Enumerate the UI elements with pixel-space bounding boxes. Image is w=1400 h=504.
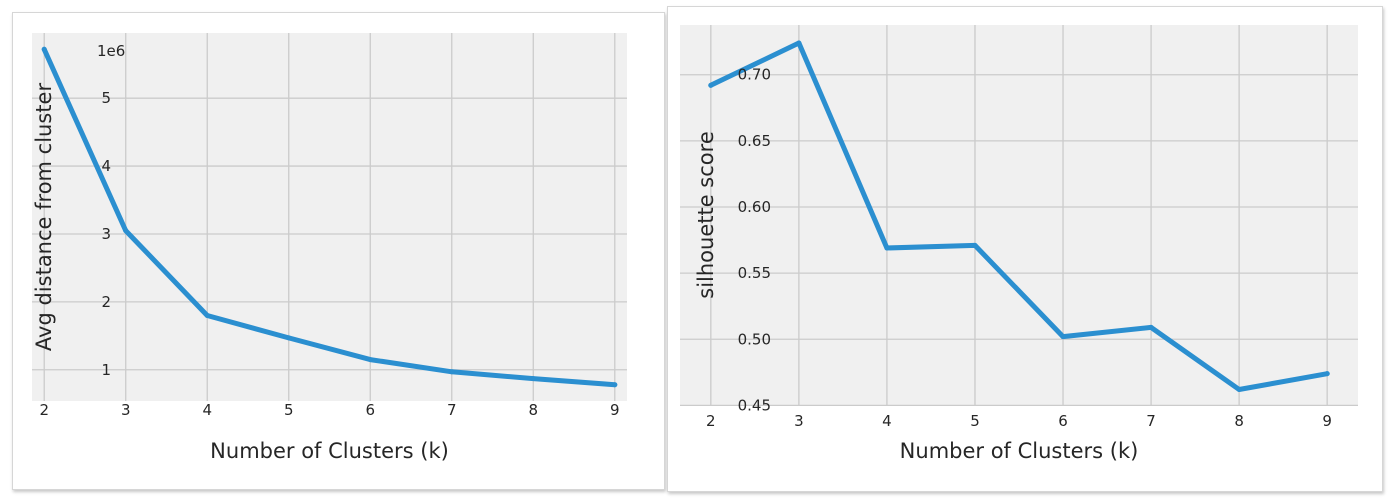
- silhouette-chart: 2 3 4 5 6 7 8 9 0.45 0.50 0.55 0.60 0.65 0.70 Number…: [680, 25, 1358, 463]
- y-tick-label: 0.45: [738, 396, 771, 414]
- chart-panel-left: 2 3 4 5 6 7 8 9 1 2 3 4 5 Number of Clusters (k) Av…: [12, 12, 665, 490]
- x-tick-label: 4: [202, 401, 212, 419]
- x-tick-label: 2: [39, 401, 49, 419]
- data-point: [41, 46, 47, 52]
- y-tick-label: 3: [101, 225, 111, 243]
- x-tick-label: 9: [610, 401, 620, 419]
- x-tick-label: 8: [528, 401, 538, 419]
- x-tick-label: 2: [706, 412, 716, 430]
- y-tick-label: 0.55: [738, 264, 771, 282]
- data-point: [1060, 334, 1066, 340]
- x-tick-label: 5: [284, 401, 294, 419]
- x-tick-label: 5: [970, 412, 980, 430]
- x-tick-label: 6: [1058, 412, 1068, 430]
- y-tick-labels: 1 2 3 4 5: [101, 89, 111, 379]
- x-axis-label: Number of Clusters (k): [210, 439, 449, 463]
- data-point: [530, 376, 536, 382]
- data-point: [884, 245, 890, 251]
- grid-y: [680, 74, 1358, 407]
- data-point: [972, 242, 978, 248]
- plot-area: [680, 25, 1358, 405]
- y-tick-label: 1: [101, 361, 111, 379]
- grid-x: [43, 33, 616, 401]
- y-offset-label: 1e6: [97, 42, 125, 60]
- data-points: [708, 40, 1330, 393]
- y-tick-label: 5: [101, 89, 111, 107]
- y-tick-label: 2: [101, 293, 111, 311]
- data-point: [1148, 324, 1154, 330]
- y-axis-label: silhouette score: [694, 131, 718, 299]
- x-tick-label: 9: [1322, 412, 1332, 430]
- series-line: [41, 46, 618, 388]
- data-point: [449, 369, 455, 375]
- x-tick-labels: 2 3 4 5 6 7 8 9: [706, 412, 1332, 430]
- series-line: [708, 40, 1330, 392]
- x-tick-label: 7: [447, 401, 457, 419]
- elbow-chart: 2 3 4 5 6 7 8 9 1 2 3 4 5 Number of Clusters (k) Av…: [32, 33, 627, 463]
- data-point: [367, 357, 373, 363]
- y-tick-label: 0.65: [738, 132, 771, 150]
- x-tick-label: 6: [365, 401, 375, 419]
- plot-area: [32, 33, 627, 401]
- data-point: [204, 312, 210, 318]
- y-tick-label: 0.70: [738, 66, 771, 84]
- data-point: [708, 82, 714, 88]
- data-point: [1324, 371, 1330, 377]
- x-tick-labels: 2 3 4 5 6 7 8 9: [39, 401, 619, 419]
- grid-x: [710, 25, 1328, 405]
- x-tick-label: 7: [1146, 412, 1156, 430]
- y-tick-label: 4: [101, 157, 111, 175]
- x-tick-label: 3: [121, 401, 131, 419]
- x-axis-label: Number of Clusters (k): [900, 439, 1139, 463]
- x-tick-label: 3: [794, 412, 804, 430]
- x-tick-label: 4: [882, 412, 892, 430]
- data-point: [1236, 387, 1242, 393]
- y-axis-label: Avg distance from cluster: [32, 83, 56, 352]
- chart-panel-right: 2 3 4 5 6 7 8 9 0.45 0.50 0.55 0.60 0.65 0.70 Number…: [667, 6, 1383, 492]
- y-tick-label: 0.60: [738, 198, 771, 216]
- data-point: [796, 40, 802, 46]
- data-point: [286, 335, 292, 341]
- y-tick-labels: 0.45 0.50 0.55 0.60 0.65 0.70: [738, 66, 771, 415]
- data-points: [41, 46, 618, 388]
- data-point: [612, 382, 618, 388]
- y-tick-label: 0.50: [738, 330, 771, 348]
- data-point: [123, 228, 129, 234]
- x-tick-label: 8: [1234, 412, 1244, 430]
